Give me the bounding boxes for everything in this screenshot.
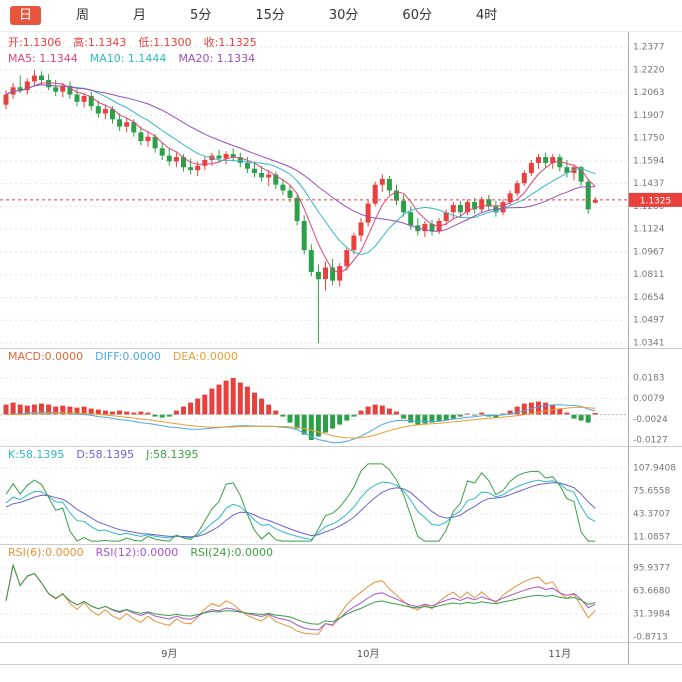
svg-text:75.6558: 75.6558 [633, 487, 670, 497]
svg-text:0.0079: 0.0079 [633, 394, 665, 404]
svg-text:9月: 9月 [161, 648, 177, 660]
close-value: 收:1.1325 [203, 36, 257, 49]
ma10-value: MA10: 1.1444 [89, 52, 167, 65]
macd-histogram [3, 378, 598, 440]
candlestick-chart[interactable]: 1.2377 1.2220 1.2063 1.1907 1.1750 1.1594 1.14… [0, 32, 682, 666]
svg-text:1.0341: 1.0341 [633, 339, 665, 349]
svg-text:1.1437: 1.1437 [633, 179, 665, 189]
svg-text:-0.0127: -0.0127 [633, 436, 668, 446]
y-axis-labels: 1.2377 1.2220 1.2063 1.1907 1.1750 1.1594 1.14… [633, 43, 676, 643]
svg-text:11.0857: 11.0857 [633, 533, 670, 543]
svg-text:0.0183: 0.0183 [633, 374, 665, 384]
k-value: K:58.1395 [8, 448, 65, 461]
svg-text:1.1907: 1.1907 [633, 111, 665, 121]
ma20-value: MA20: 1.1334 [178, 52, 256, 65]
svg-text:1.1594: 1.1594 [633, 156, 665, 166]
svg-text:1.1750: 1.1750 [633, 134, 665, 144]
svg-text:11月: 11月 [548, 648, 571, 660]
svg-text:95.9377: 95.9377 [633, 564, 670, 574]
ohlc-header: 开:1.1306 高:1.1343 低:1.1300 收:1.1325 [8, 37, 257, 49]
d-value: D:58.1395 [76, 448, 135, 461]
svg-text:63.6680: 63.6680 [633, 587, 670, 597]
rsi-lines [5, 563, 596, 635]
interval-tab-日[interactable]: 日 [10, 6, 42, 25]
svg-text:1.0967: 1.0967 [633, 247, 665, 257]
interval-tab-4时[interactable]: 4时 [475, 8, 498, 23]
interval-tabbar: 日 周 月 5分 15分 30分 60分 4时 [0, 0, 682, 32]
svg-text:1.0497: 1.0497 [633, 316, 665, 326]
interval-tab-30分[interactable]: 30分 [328, 8, 359, 23]
svg-text:1.0654: 1.0654 [633, 293, 665, 303]
panel-dividers [0, 32, 682, 665]
dea-value: DEA:0.0000 [172, 350, 238, 363]
interval-tab-15分[interactable]: 15分 [255, 8, 285, 23]
ma-header: MA5: 1.1344 MA10: 1.1444 MA20: 1.1334 [8, 53, 255, 65]
interval-tab-5分[interactable]: 5分 [190, 8, 212, 23]
rsi6-value: RSI(6):0.0000 [8, 546, 84, 559]
interval-tab-月[interactable]: 月 [133, 8, 147, 23]
macd-value: MACD:0.0000 [8, 350, 84, 363]
kdj-header: K:58.1395 D:58.1395 J:58.1395 [8, 449, 199, 461]
low-value: 低:1.1300 [138, 36, 192, 49]
svg-text:10月: 10月 [357, 648, 380, 660]
svg-text:31.3984: 31.3984 [633, 610, 670, 620]
macd-lines [5, 404, 596, 444]
macd-header: MACD:0.0000 DIFF:0.0000 DEA:0.0000 [8, 351, 238, 363]
svg-text:1.0811: 1.0811 [633, 270, 665, 280]
svg-text:-0.8713: -0.8713 [633, 633, 668, 643]
svg-text:1.1325: 1.1325 [640, 196, 672, 206]
j-value: J:58.1395 [146, 448, 199, 461]
candles-layer [3, 69, 598, 343]
ma-lines [5, 82, 596, 274]
high-value: 高:1.1343 [73, 36, 127, 49]
svg-text:107.9408: 107.9408 [633, 464, 676, 474]
svg-text:1.2220: 1.2220 [633, 65, 665, 75]
interval-tab-60分[interactable]: 60分 [402, 8, 432, 23]
interval-tab-周[interactable]: 周 [76, 8, 90, 23]
rsi24-value: RSI(24):0.0000 [190, 546, 273, 559]
ma5-value: MA5: 1.1344 [8, 52, 78, 65]
current-price-marker: 1.1325 [0, 192, 682, 207]
svg-text:1.2063: 1.2063 [633, 88, 665, 98]
svg-text:-0.0024: -0.0024 [633, 415, 668, 425]
open-value: 开:1.1306 [8, 36, 62, 49]
kdj-lines [5, 463, 596, 542]
rsi12-value: RSI(12):0.0000 [95, 546, 179, 559]
svg-text:43.3707: 43.3707 [633, 510, 670, 520]
x-axis-labels: 9月 10月 11月 [161, 648, 571, 660]
svg-text:1.1124: 1.1124 [633, 225, 665, 235]
chart-area: 1.2377 1.2220 1.2063 1.1907 1.1750 1.1594 1.14… [0, 32, 682, 682]
diff-value: DIFF:0.0000 [95, 350, 161, 363]
rsi-header: RSI(6):0.0000 RSI(12):0.0000 RSI(24):0.0… [8, 547, 273, 559]
svg-text:1.2377: 1.2377 [633, 43, 665, 53]
